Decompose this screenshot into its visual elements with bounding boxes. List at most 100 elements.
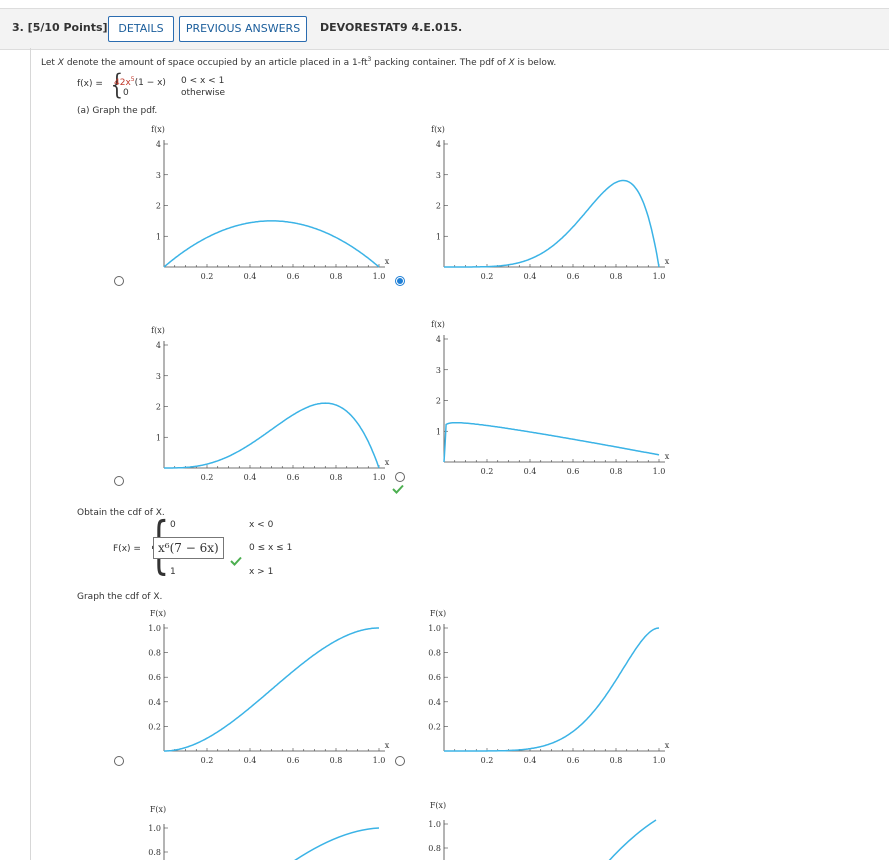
y-tick-label: 4 (156, 140, 161, 149)
pdf-option-1-radio[interactable] (114, 276, 124, 286)
pdf-option-4-radio[interactable] (395, 472, 405, 482)
y-axis-label: f(x) (151, 326, 165, 335)
part-a-label: (a) Graph the pdf. (77, 106, 158, 116)
pdf-option-3-radio[interactable] (114, 476, 124, 486)
y-tick-label: 0.4 (148, 698, 161, 707)
y-tick-label: 4 (436, 335, 441, 344)
x-tick-label: 0.8 (610, 756, 623, 765)
y-tick-label: 1 (156, 433, 161, 442)
y-tick-label: 0.8 (428, 649, 441, 658)
x-tick-label: 0.2 (481, 272, 494, 281)
x-tick-label: 0.6 (287, 473, 300, 482)
cdf-answer-check-icon (230, 556, 242, 566)
y-tick-label: 0.2 (428, 722, 441, 731)
pdf-plot-2: f(x) 0.2 0.4 0.6 0.8 1.0 x 1 2 3 4 (431, 125, 670, 281)
y-tick-label: 1.0 (428, 624, 441, 633)
y-tick-label: 2 (436, 202, 441, 211)
x-tick-label: 1.0 (373, 473, 386, 482)
cdf-answer-input[interactable]: x⁶(7 − 6x) (153, 537, 224, 559)
cdf-plot-3: F(x) 1.0 0.8 (148, 805, 380, 860)
cdf-plot-1: F(x) 0.2 0.4 0.6 0.8 1.0 x 0.2 0.4 0.6 0.8 1.0 (148, 609, 389, 765)
previous-answers-button[interactable]: PREVIOUS ANSWERS (179, 16, 307, 42)
x-tick-label: 1.0 (653, 467, 666, 476)
y-axis-label: f(x) (431, 125, 445, 134)
y-tick-label: 0.6 (428, 673, 441, 682)
x-tick-label: 0.4 (244, 756, 257, 765)
graph-cdf-prompt: Graph the cdf of X. (77, 592, 163, 602)
pdf-plot-1: f(x) 0.2 0.4 0.6 0.8 1.0 x 1 2 3 4 (151, 125, 390, 281)
y-tick-label: 0.6 (148, 673, 161, 682)
y-tick-label: 3 (436, 171, 441, 180)
cdf-curve (294, 827, 380, 860)
x-tick-label: 0.2 (201, 756, 214, 765)
pdf-case1-cond: 0 < x < 1 (181, 76, 225, 86)
y-axis-label: F(x) (150, 609, 166, 618)
y-tick-label: 1 (436, 427, 441, 436)
x-tick-label: 0.8 (330, 473, 343, 482)
y-tick-label: 4 (436, 140, 441, 149)
y-tick-label: 1 (156, 232, 161, 241)
problem-intro: Let X denote the amount of space occupie… (41, 56, 557, 68)
y-tick-label: 3 (156, 372, 161, 381)
x-tick-label: 0.4 (524, 467, 537, 476)
x-tick-label: 0.8 (330, 272, 343, 281)
pdf-curve (444, 179, 660, 268)
y-tick-label: 3 (436, 366, 441, 375)
y-axis-label: F(x) (430, 801, 446, 810)
x-tick-label: 0.6 (287, 272, 300, 281)
pdf-option-2-radio[interactable] (395, 276, 405, 286)
y-tick-label: 2 (156, 202, 161, 211)
x-tick-label: 0.2 (481, 756, 494, 765)
pdf-option-4-check-icon (392, 484, 404, 494)
y-tick-label: 1 (436, 232, 441, 241)
x-tick-label: 0.4 (244, 272, 257, 281)
y-axis-label: f(x) (151, 125, 165, 134)
y-tick-label: 1.0 (148, 824, 161, 833)
cdf-option-1-radio[interactable] (114, 756, 124, 766)
question-content: Let X denote the amount of space occupie… (30, 48, 889, 860)
x-tick-label: 1.0 (373, 756, 386, 765)
x-tick-label: 1.0 (373, 272, 386, 281)
x-tick-label: 0.4 (524, 272, 537, 281)
y-tick-label: 4 (156, 341, 161, 350)
cdf-lhs: F(x) = (113, 544, 141, 554)
y-axis-label: F(x) (430, 609, 446, 618)
y-tick-label: 3 (156, 171, 161, 180)
details-button[interactable]: DETAILS (108, 16, 174, 42)
pdf-curve (164, 402, 380, 469)
x-axis-label: x (665, 257, 670, 266)
x-tick-label: 0.6 (567, 756, 580, 765)
x-axis-label: x (665, 741, 670, 750)
pdf-curve (163, 220, 380, 268)
x-tick-label: 0.8 (610, 272, 623, 281)
x-tick-label: 0.2 (201, 272, 214, 281)
cdf-case1-val: 0 (170, 520, 176, 530)
x-tick-label: 0.8 (610, 467, 623, 476)
pdf-case2-cond: otherwise (181, 88, 226, 98)
x-tick-label: 0.6 (567, 272, 580, 281)
question-header: 3. [5/10 Points] DETAILS PREVIOUS ANSWER… (0, 8, 889, 50)
cdf-option-2-radio[interactable] (395, 756, 405, 766)
cdf-plot-2: F(x) 0.2 0.4 0.6 0.8 1.0 x 0.2 0.4 0.6 0.8 1.0 (428, 609, 669, 765)
cdf-curve (608, 819, 657, 860)
x-tick-label: 0.4 (244, 473, 257, 482)
pdf-lhs: f(x) = (77, 79, 103, 89)
cdf-curve (164, 627, 379, 752)
y-tick-label: 1.0 (148, 624, 161, 633)
y-tick-label: 0.8 (148, 848, 161, 857)
cdf-case2-cond: 0 ≤ x ≤ 1 (249, 543, 293, 553)
x-axis-label: x (665, 452, 670, 461)
cdf-plot-4: F(x) 1.0 0.8 (428, 801, 657, 860)
pdf-brace: { (110, 68, 124, 101)
y-tick-label: 0.2 (148, 722, 161, 731)
cdf-case3-val: 1 (170, 567, 176, 577)
y-tick-label: 0.4 (428, 698, 441, 707)
problem-code: DEVORESTAT9 4.E.015. (320, 21, 463, 34)
y-axis-label: F(x) (150, 805, 166, 814)
x-tick-label: 0.6 (567, 467, 580, 476)
cdf-curve (444, 627, 660, 752)
x-tick-label: 0.8 (330, 756, 343, 765)
x-tick-label: 1.0 (653, 756, 666, 765)
x-axis-label: x (385, 257, 390, 266)
pdf-plot-3: f(x) 0.2 0.4 0.6 0.8 1.0 x 1 2 3 4 (151, 326, 390, 482)
